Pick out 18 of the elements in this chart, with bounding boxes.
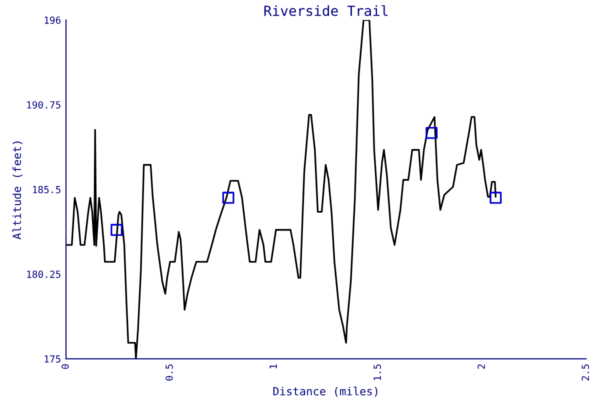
point bbox=[110, 224, 123, 236]
x-tick-label: 0.5 bbox=[166, 364, 173, 381]
point bbox=[426, 126, 438, 139]
y-tick-label: 190.75 bbox=[27, 101, 60, 109]
y-tick-label: 185.5 bbox=[33, 186, 60, 194]
x-tick-label: 1.5 bbox=[374, 364, 381, 380]
chart-title: Riverside Trail bbox=[264, 5, 388, 16]
x-tick-label: 2.5 bbox=[582, 364, 590, 380]
x-tick-label: 0 bbox=[61, 364, 69, 369]
y-tick-label: 175 bbox=[44, 355, 60, 363]
y-axis-title: Altitude (feet) bbox=[12, 142, 22, 240]
x-tick-label: 1 bbox=[270, 364, 277, 368]
point bbox=[490, 192, 502, 204]
y-tick-label: 180.25 bbox=[27, 270, 60, 278]
x-tick-label: 2 bbox=[478, 364, 485, 369]
y-tick-label: 196 bbox=[44, 16, 61, 24]
x-axis-title: Distance (miles) bbox=[273, 386, 378, 397]
point bbox=[222, 192, 234, 204]
